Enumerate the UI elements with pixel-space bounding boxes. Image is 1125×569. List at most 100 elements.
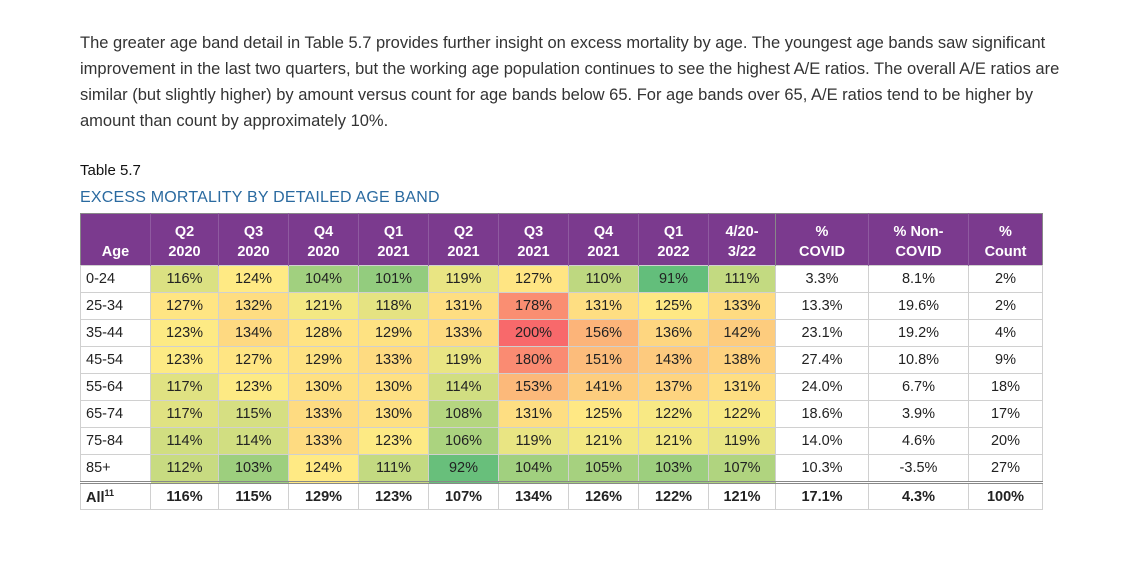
ae-cell: 104% bbox=[498, 454, 569, 483]
header-text: Q4 bbox=[313, 224, 334, 240]
covid-cell: 24.0% bbox=[775, 373, 869, 401]
header-text: Q2 bbox=[174, 224, 195, 240]
non-covid-cell: 19.6% bbox=[868, 292, 969, 320]
ae-cell: 153% bbox=[498, 373, 569, 401]
header-cell: Q1 2021 bbox=[358, 213, 429, 266]
header-text: Q4 bbox=[593, 224, 614, 240]
non-covid-cell: 6.7% bbox=[868, 373, 969, 401]
covid-cell: 13.3% bbox=[775, 292, 869, 320]
non-covid-cell: -3.5% bbox=[868, 454, 969, 483]
data-row: 35-44 123% 134% 128% 129% 133% 200% 156% 136% 142… bbox=[80, 319, 1043, 347]
ae-cell: 118% bbox=[358, 292, 429, 320]
non-covid-cell: 19.2% bbox=[868, 319, 969, 347]
table-label: Table 5.7 bbox=[80, 162, 141, 179]
header-text: COVID bbox=[799, 244, 845, 260]
count-cell: 100% bbox=[968, 481, 1043, 510]
header-text: 4/20- bbox=[725, 224, 759, 240]
ae-cell: 178% bbox=[498, 292, 569, 320]
age-cell: 75-84 bbox=[80, 427, 151, 455]
ae-cell: 103% bbox=[218, 454, 289, 483]
header-cell: Q1 2022 bbox=[638, 213, 709, 266]
covid-cell: 10.3% bbox=[775, 454, 869, 483]
footnote-ref: 11 bbox=[104, 487, 115, 498]
ae-cell: 136% bbox=[638, 319, 709, 347]
header-cell: 4/20- 3/22 bbox=[708, 213, 776, 266]
age-cell: 55-64 bbox=[80, 373, 151, 401]
ae-cell: 133% bbox=[288, 427, 359, 455]
ae-cell: 122% bbox=[638, 400, 709, 428]
ae-cell: 131% bbox=[428, 292, 499, 320]
ae-cell: 151% bbox=[568, 346, 639, 374]
header-text: Q3 bbox=[243, 224, 264, 240]
ae-cell: 108% bbox=[428, 400, 499, 428]
ae-cell: 180% bbox=[498, 346, 569, 374]
ae-cell: 123% bbox=[358, 481, 429, 510]
data-row: 25-34 127% 132% 121% 118% 131% 178% 131% 125% 133… bbox=[80, 292, 1043, 320]
covid-cell: 23.1% bbox=[775, 319, 869, 347]
ae-cell: 114% bbox=[428, 373, 499, 401]
header-text: Q1 bbox=[383, 224, 404, 240]
ae-cell: 133% bbox=[358, 346, 429, 374]
header-text: Q3 bbox=[523, 224, 544, 240]
ae-cell: 119% bbox=[428, 346, 499, 374]
ae-cell: 127% bbox=[218, 346, 289, 374]
ae-cell: 92% bbox=[428, 454, 499, 483]
ae-cell: 121% bbox=[568, 427, 639, 455]
age-cell: 0-24 bbox=[80, 265, 151, 293]
header-text: Age bbox=[101, 244, 130, 260]
ae-cell: 156% bbox=[568, 319, 639, 347]
ae-cell: 133% bbox=[428, 319, 499, 347]
header-text: 2022 bbox=[657, 244, 690, 260]
ae-cell: 200% bbox=[498, 319, 569, 347]
header-text: % Non- bbox=[893, 224, 944, 240]
ae-cell: 123% bbox=[218, 373, 289, 401]
data-table: Age Q2 2020 Q3 2020 Q4 2020 Q1 2021 Q2 2021 Q3 2021 Q… bbox=[80, 213, 1043, 510]
ae-cell: 133% bbox=[708, 292, 776, 320]
ae-cell: 125% bbox=[568, 400, 639, 428]
ae-cell: 137% bbox=[638, 373, 709, 401]
ae-cell: 107% bbox=[708, 454, 776, 483]
count-cell: 20% bbox=[968, 427, 1043, 455]
non-covid-cell: 10.8% bbox=[868, 346, 969, 374]
ae-cell: 117% bbox=[150, 400, 219, 428]
header-cell: Q3 2020 bbox=[218, 213, 289, 266]
header-cell: % COVID bbox=[775, 213, 869, 266]
paragraph: The greater age band detail in Table 5.7… bbox=[80, 34, 1060, 130]
data-row: 45-54 123% 127% 129% 133% 119% 180% 151% 143% 138… bbox=[80, 346, 1043, 374]
ae-cell: 121% bbox=[708, 481, 776, 510]
ae-cell: 134% bbox=[498, 481, 569, 510]
ae-cell: 122% bbox=[708, 400, 776, 428]
ae-cell: 121% bbox=[288, 292, 359, 320]
total-row: All11 116% 115% 129% 123% 107% 134% 126% 122% 121… bbox=[80, 481, 1043, 510]
ae-cell: 124% bbox=[218, 265, 289, 293]
header-text: 2020 bbox=[237, 244, 270, 260]
header-row: Age Q2 2020 Q3 2020 Q4 2020 Q1 2021 Q2 2021 Q3 2021 Q… bbox=[80, 213, 1043, 266]
ae-cell: 128% bbox=[288, 319, 359, 347]
header-text: 2021 bbox=[587, 244, 620, 260]
count-cell: 2% bbox=[968, 292, 1043, 320]
header-text: 2020 bbox=[168, 244, 201, 260]
header-cell: Q4 2020 bbox=[288, 213, 359, 266]
count-cell: 27% bbox=[968, 454, 1043, 483]
age-cell: 25-34 bbox=[80, 292, 151, 320]
covid-cell: 17.1% bbox=[775, 481, 869, 510]
ae-cell: 117% bbox=[150, 373, 219, 401]
ae-cell: 129% bbox=[288, 481, 359, 510]
data-row: 85+ 112% 103% 124% 111% 92% 104% 105% 103% 107% 10… bbox=[80, 454, 1043, 483]
age-cell: 65-74 bbox=[80, 400, 151, 428]
ae-cell: 130% bbox=[288, 373, 359, 401]
ae-cell: 119% bbox=[428, 265, 499, 293]
count-cell: 4% bbox=[968, 319, 1043, 347]
non-covid-cell: 4.3% bbox=[868, 481, 969, 510]
covid-cell: 3.3% bbox=[775, 265, 869, 293]
ae-cell: 104% bbox=[288, 265, 359, 293]
ae-cell: 111% bbox=[708, 265, 776, 293]
header-cell: % Non- COVID bbox=[868, 213, 969, 266]
ae-cell: 125% bbox=[638, 292, 709, 320]
count-cell: 18% bbox=[968, 373, 1043, 401]
header-text: Q1 bbox=[663, 224, 684, 240]
covid-cell: 14.0% bbox=[775, 427, 869, 455]
ae-cell: 123% bbox=[358, 427, 429, 455]
ae-cell: 130% bbox=[358, 400, 429, 428]
